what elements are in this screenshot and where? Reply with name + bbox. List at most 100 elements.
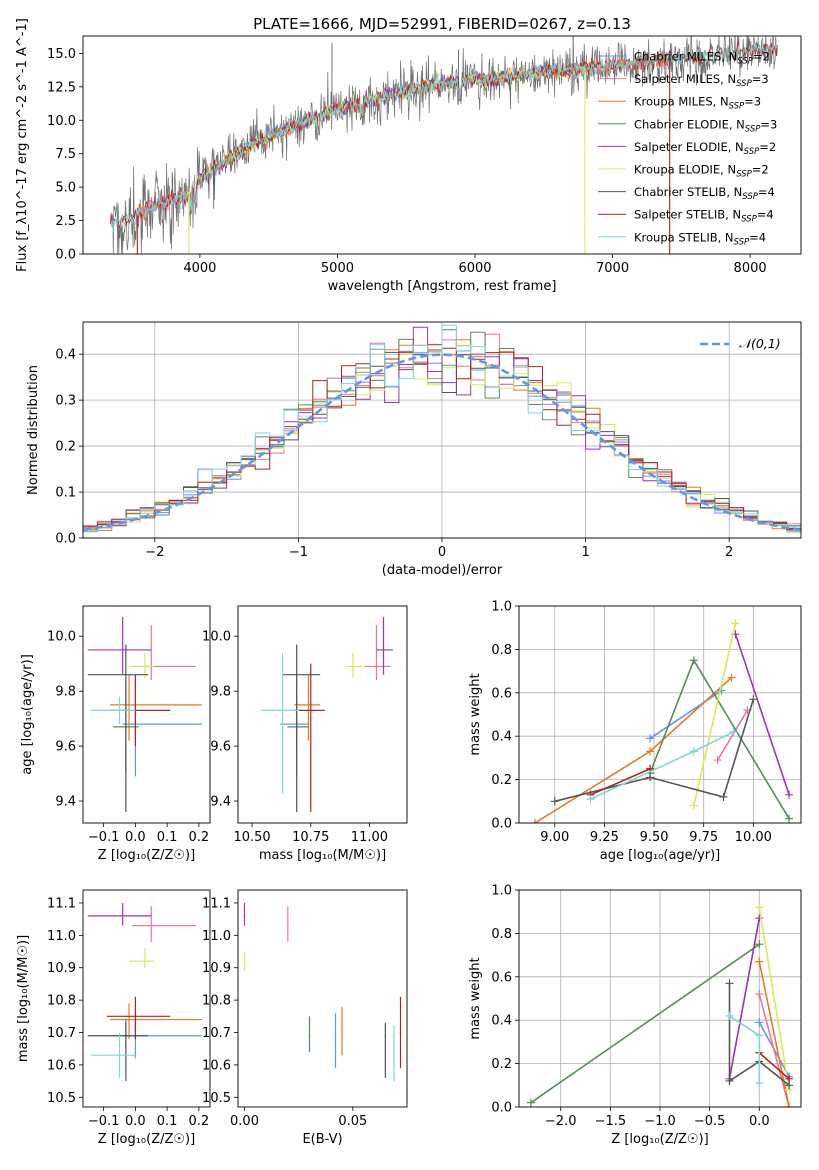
series-line-2 (534, 677, 733, 823)
data-point (287, 921, 289, 924)
y-tick-label: 10.8 (202, 994, 231, 1009)
axes-frame (82, 605, 211, 824)
x-tick-label: 0.2 (189, 1114, 210, 1129)
plus-marker (646, 747, 655, 756)
series-line-1 (716, 709, 749, 761)
spectrum-line-8 (110, 39, 778, 235)
plot-area (526, 903, 794, 1107)
x-axis-label: (data-model)/error (382, 563, 503, 578)
data-point (144, 665, 146, 668)
y-tick-label: 0.4 (491, 730, 512, 745)
y-tick-label: 11.1 (202, 896, 231, 911)
y-tick-label: 0.0 (491, 1101, 512, 1116)
y-axis-label: mass weight (468, 673, 483, 755)
x-tick-label: −1.0 (644, 1114, 676, 1129)
tick-marks: −2 −1 0 1 2 0.0 0.1 0.2 0.3 0.4 (55, 348, 733, 560)
y-tick-label: 9.6 (210, 740, 231, 755)
x-tick-label: 0.0 (125, 830, 146, 845)
legend-entry: Kroupa STELIB, NSSP=4 (634, 230, 766, 247)
data-point (121, 915, 124, 917)
y-tick-label: 11.1 (47, 896, 76, 911)
x-axis-label: E(B-V) (302, 1132, 342, 1147)
x-tick-label: 9.50 (640, 830, 669, 845)
plus-marker (755, 1031, 764, 1040)
plus-marker (785, 1074, 794, 1083)
x-tick-label: −2.0 (545, 1114, 577, 1129)
x-tick-label: 1 (581, 545, 589, 560)
y-tick-label: 10.9 (202, 961, 231, 976)
axes-frame (237, 605, 408, 824)
data-point (118, 1054, 121, 1056)
x-axis-label: wavelength [Angstrom, rest frame] (328, 279, 557, 294)
axes-6: 0.00 0.05 10.5 10.6 10.7 10.8 10.9 11.0 11.1 E(B-… (202, 889, 408, 1147)
y-tick-label: 10.7 (202, 1026, 231, 1041)
x-axis-label: Z [log₁₀(Z/Z☉)] (98, 848, 195, 863)
x-tick-label: 4000 (183, 261, 216, 276)
x-axis-label: mass [log₁₀(M/M☉)] (259, 848, 386, 863)
y-axis-label: Flux [f_λ10^-17 erg cm^-2 s^-1 A^-1] (15, 18, 30, 272)
legend-entry: Salpeter STELIB, NSSP=4 (634, 208, 774, 225)
plus-marker (755, 914, 764, 923)
y-tick-label: 10.8 (47, 994, 76, 1009)
data-point (334, 1038, 337, 1040)
x-tick-label: 5000 (321, 261, 354, 276)
y-tick-label: 0.2 (55, 440, 76, 455)
x-axis-label: age [log₁₀(age/yr)] (600, 848, 721, 863)
data-point (144, 960, 146, 963)
tick-marks: −2.0 −1.5 −1.0 −0.5 0.0 0.0 0.2 0.4 0.6 0.8 1.0 (491, 884, 769, 1130)
x-tick-label: 2 (725, 545, 733, 560)
x-tick-label: 9.75 (689, 830, 718, 845)
data-point (125, 1034, 127, 1037)
legend-entry: Chabrier ELODIE, NSSP=3 (634, 117, 777, 134)
plus-marker (689, 656, 698, 665)
data-point (382, 649, 385, 651)
x-tick-label: 6000 (458, 261, 491, 276)
plus-marker (725, 1076, 734, 1085)
y-tick-label: 0.0 (55, 532, 76, 547)
y-tick-label: 9.4 (210, 795, 231, 810)
tick-marks: −0.1 0.0 0.1 0.2 9.4 9.6 9.8 10.0 (47, 630, 209, 845)
data-point (243, 915, 246, 917)
plus-marker (646, 773, 655, 782)
axes-frame (82, 35, 802, 255)
y-tick-label: 5.0 (55, 181, 76, 196)
plot-area (87, 902, 203, 1082)
axes-frame (237, 889, 408, 1108)
plot-area (110, 36, 778, 254)
x-tick-label: −1.5 (595, 1114, 627, 1129)
plus-marker (729, 727, 738, 736)
y-tick-label: 0.4 (55, 348, 76, 363)
plus-marker (755, 903, 764, 912)
x-tick-label: −0.1 (88, 1114, 120, 1129)
chart-title: PLATE=1666, MJD=52991, FIBERID=0267, z=0… (253, 15, 631, 33)
y-tick-label: 10.9 (47, 961, 76, 976)
legend-entry: 𝒩(0,1) (739, 336, 781, 351)
data-point (243, 960, 246, 963)
y-tick-label: 1.0 (491, 884, 512, 899)
plus-marker (526, 1098, 535, 1107)
plus-marker (725, 979, 734, 988)
series-line-4 (728, 918, 761, 1079)
series-line-7 (758, 1052, 790, 1080)
y-tick-label: 7.5 (55, 147, 76, 162)
legend-entry: Kroupa ELODIE, NSSP=2 (634, 163, 769, 180)
data-point (309, 709, 312, 712)
series-line-5 (758, 907, 790, 1090)
plot-area (83, 324, 801, 538)
plus-marker (689, 747, 698, 756)
y-tick-label: 9.8 (55, 685, 76, 700)
axes-frame (82, 889, 211, 1108)
plus-marker (719, 792, 728, 801)
x-tick-label: −0.5 (694, 1114, 726, 1129)
y-tick-label: 9.4 (55, 795, 76, 810)
x-tick-label: −1 (289, 545, 308, 560)
plus-marker (749, 695, 758, 704)
y-tick-label: 10.0 (202, 630, 231, 645)
data-point (134, 1015, 137, 1018)
y-tick-label: 12.5 (47, 80, 76, 95)
axes-7: −2.0 −1.5 −1.0 −0.5 0.0 0.0 0.2 0.4 0.6 0.8 1.0 Z [… (468, 884, 802, 1147)
y-tick-label: 0.3 (55, 394, 76, 409)
x-tick-label: 10.75 (292, 830, 329, 845)
axes-2: −0.1 0.0 0.1 0.2 9.4 9.6 9.8 10.0 Z [log₁₀(Z/Z☉)… (20, 605, 211, 863)
data-point (308, 1034, 311, 1037)
